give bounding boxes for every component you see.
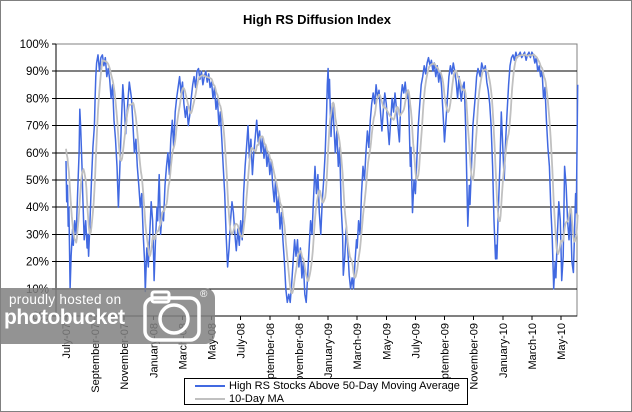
y-axis-label: 30% [26,229,49,241]
chart-legend: High RS Stocks Above 50-Day Moving Avera… [184,378,468,405]
y-axis-label: 20% [26,257,49,269]
legend-item-diffusion: High RS Stocks Above 50-Day Moving Avera… [185,380,467,392]
x-axis-label: July-08 [236,323,248,358]
x-axis-label: May-09 [381,323,393,360]
x-axis-label: November-07 [119,323,131,390]
legend-label: High RS Stocks Above 50-Day Moving Avera… [229,379,460,392]
y-axis-label: 80% [26,93,49,105]
legend-label: 10-Day MA [229,392,285,405]
x-axis-label: May-10 [556,323,568,360]
legend-item-ma: 10-Day MA [185,393,467,405]
x-axis-label: January-09 [323,323,335,378]
x-axis-label: March-09 [352,323,364,369]
x-axis-label: March-10 [527,323,539,369]
y-axis-label: 40% [26,202,49,214]
watermark-brand: photobucket [4,306,125,329]
y-axis-label: 70% [26,121,49,133]
y-axis-label: 90% [26,66,49,78]
chart-title: High RS Diffusion Index [242,12,392,27]
watermark-tagline: proudly hosted on [9,292,122,307]
x-axis-label: November-08 [294,323,306,390]
y-axis-label: 100% [20,39,49,51]
series-high-rs-diffusion [65,51,579,304]
x-axis-label: November-09 [469,323,481,390]
x-axis-label: January-10 [498,323,510,378]
x-axis-label: September-08 [265,323,277,393]
y-axis-label: 60% [26,148,49,160]
camera-icon [142,289,202,348]
y-axis-label: 50% [26,175,49,187]
blue-line-swatch [195,385,225,387]
series-10-day-ma [65,53,579,295]
registered-trademark-symbol: ® [200,289,208,300]
photobucket-watermark: proudly hosted on photobucket ® [1,288,215,344]
x-axis-label: September-09 [440,323,452,393]
gray-line-swatch [195,398,225,400]
x-axis-label: July-09 [410,323,422,358]
